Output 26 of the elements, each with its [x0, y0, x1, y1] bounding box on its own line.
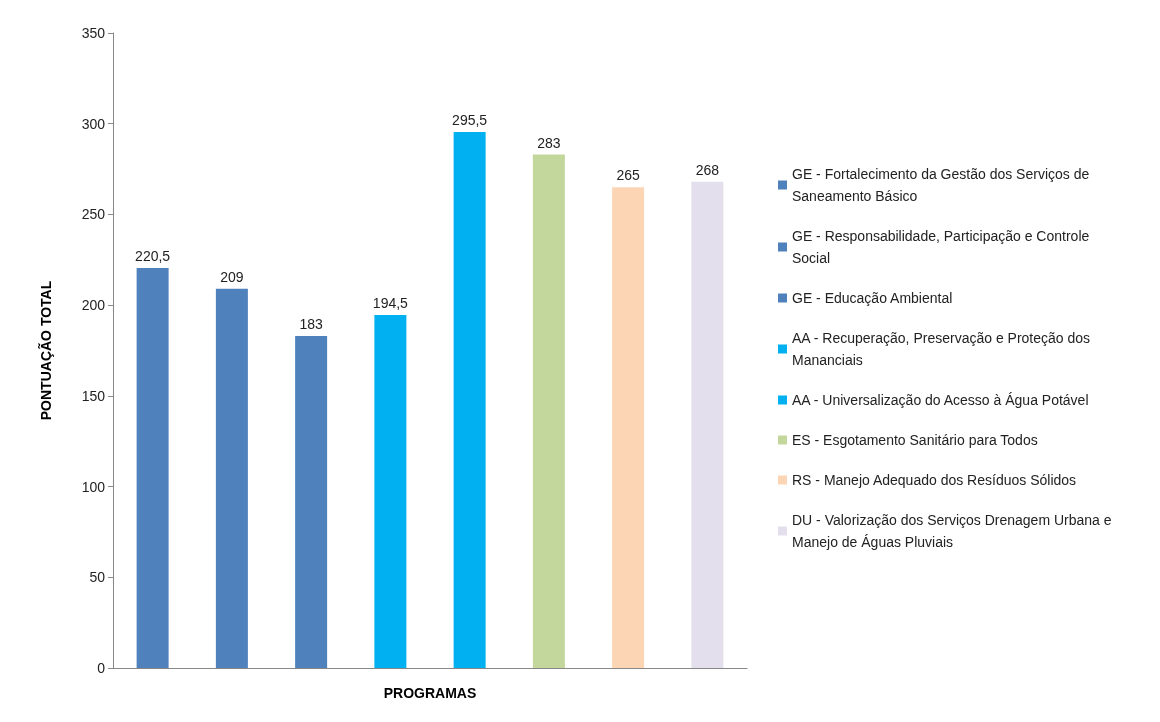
x-axis-title: PROGRAMAS: [383, 685, 477, 701]
data-label: 265: [616, 167, 641, 184]
data-label: 209: [220, 268, 244, 285]
y-tick-label: 50: [89, 569, 106, 586]
data-label: 194,5: [372, 295, 409, 312]
legend-label: DU - Valorização dos Serviços Drenagem Urbana e Manejo de Águas Pluviais: [792, 512, 1116, 550]
y-tick-label: 300: [81, 115, 106, 132]
legend-label: ES - Esgotamento Sanitário para Todos: [792, 432, 1038, 448]
data-label: 268: [695, 161, 720, 178]
legend-label: GE - Fortalecimento da Gestão dos Serviços de Saneamento Básico: [792, 166, 1094, 204]
y-tick-label: 250: [81, 206, 106, 223]
data-label: 295,5: [452, 111, 488, 128]
data-label: 183: [299, 315, 324, 332]
y-axis-title: PONTUAÇÃO TOTAL: [37, 280, 54, 421]
legend-label: AA - Recuperação, Preservação e Proteção dos Mananciais: [792, 330, 1094, 368]
y-tick-label: 100: [81, 478, 106, 495]
data-label: 283: [537, 134, 561, 151]
y-tick-label: 0: [97, 660, 106, 676]
legend-label: RS - Manejo Adequado dos Resíduos Sólidos: [792, 472, 1077, 488]
y-tick-label: 350: [81, 25, 106, 41]
y-tick-label: 200: [81, 297, 106, 314]
legend-label: AA - Universalização do Acesso à Água Potável: [792, 392, 1089, 408]
legend-label: GE - Educação Ambiental: [792, 290, 953, 306]
y-tick-label: 150: [81, 387, 106, 404]
data-label: 220,5: [135, 247, 171, 264]
legend-label: GE - Responsabilidade, Participação e Controle Social: [792, 228, 1094, 266]
